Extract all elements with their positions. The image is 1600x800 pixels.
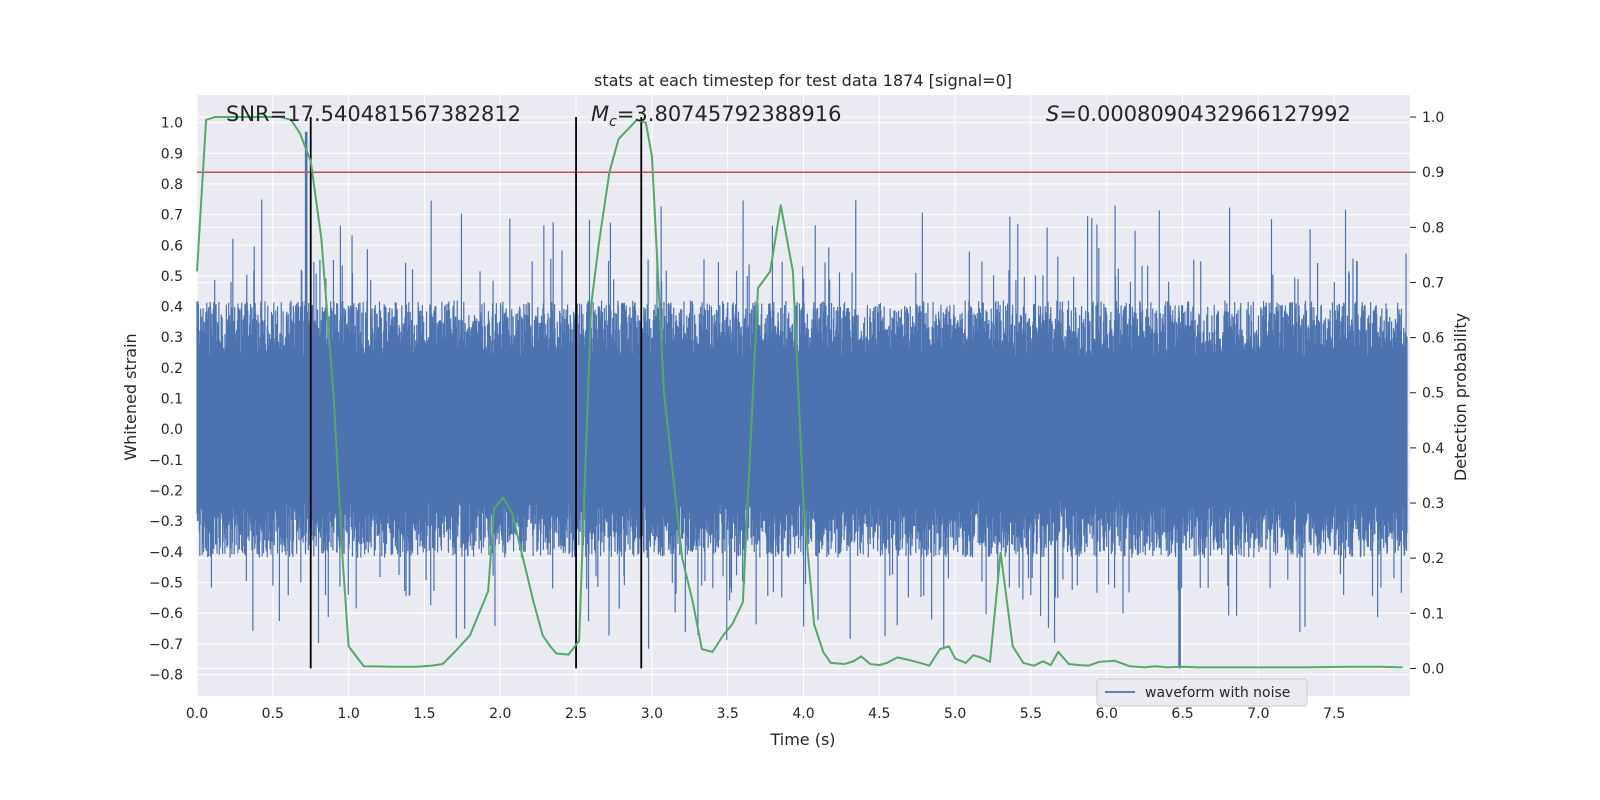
y-left-tick-label: 0.4: [161, 300, 183, 316]
x-tick-label: 2.0: [489, 706, 511, 722]
legend: waveform with noise: [1096, 678, 1308, 707]
y-left-tick-label: 0.6: [161, 238, 183, 254]
x-tick-label: 1.0: [337, 706, 359, 722]
y-axis-left-label: Whitened strain: [121, 333, 140, 460]
s-annotation: S=0.0008090432966127992: [1046, 102, 1351, 126]
y-right-tick-label: 0.2: [1422, 551, 1444, 567]
mc-annotation: Mc=3.80745792388916: [591, 102, 842, 130]
y-left-tick-label: 0.7: [161, 208, 183, 224]
y-right-tick-label: 0.6: [1422, 331, 1444, 347]
y-left-tick-label: −0.1: [149, 453, 183, 469]
y-right-tick-label: 0.3: [1422, 496, 1444, 512]
x-tick-label: 3.5: [717, 706, 739, 722]
y-left-tick-label: 0.3: [161, 330, 183, 346]
y-right-tick-label: 0.9: [1422, 165, 1444, 181]
x-tick-label: 0.0: [186, 706, 208, 722]
x-tick-label: 6.5: [1171, 706, 1193, 722]
y-right-tick-label: 0.4: [1422, 441, 1444, 457]
s-value: =0.0008090432966127992: [1059, 102, 1351, 126]
y-left-tick-label: −0.6: [149, 606, 183, 622]
y-left-tick-label: −0.5: [149, 576, 183, 592]
y-left-tick-label: −0.4: [149, 545, 183, 561]
mc-subscript: c: [609, 114, 617, 130]
x-tick-label: 7.5: [1323, 706, 1345, 722]
x-tick-label: 1.5: [413, 706, 435, 722]
x-tick-label: 0.5: [262, 706, 284, 722]
legend-box: [1096, 678, 1308, 707]
legend-label-waveform: waveform with noise: [1145, 685, 1290, 701]
axis-ticks: 0.0 0.5 1.0 1.5 2.0 2.5 3.0 3.5 4.0 4.5 5.0 5.5 6.0 6…: [149, 110, 1444, 722]
y-left-tick-label: 1.0: [161, 116, 183, 132]
x-tick-label: 7.0: [1247, 706, 1269, 722]
x-tick-label: 4.0: [792, 706, 814, 722]
x-tick-label: 6.0: [1096, 706, 1118, 722]
y-right-tick-label: 0.7: [1422, 275, 1444, 291]
y-right-tick-label: 0.0: [1422, 661, 1444, 677]
x-tick-label: 4.5: [868, 706, 890, 722]
waveform-series: [196, 131, 1408, 669]
probability-series: [196, 116, 1403, 669]
x-tick-label: 3.0: [641, 706, 663, 722]
s-symbol: S: [1046, 102, 1059, 126]
x-tick-label: 2.5: [565, 706, 587, 722]
y-right-tick-label: 0.8: [1422, 220, 1444, 236]
y-left-tick-label: −0.8: [149, 668, 183, 684]
y-left-tick-label: −0.7: [149, 637, 183, 653]
y-left-tick-label: 0.0: [161, 422, 183, 438]
x-tick-label: 5.0: [944, 706, 966, 722]
snr-annotation: SNR=17.540481567382812: [226, 102, 521, 126]
probability-line: [196, 116, 1403, 669]
y-left-tick-label: −0.3: [149, 514, 183, 530]
y-right-tick-label: 0.5: [1422, 386, 1444, 402]
y-right-tick-label: 0.1: [1422, 606, 1444, 622]
mc-value: =3.80745792388916: [617, 102, 842, 126]
y-left-tick-label: 0.5: [161, 269, 183, 285]
y-right-tick-label: 1.0: [1422, 110, 1444, 126]
y-left-tick-label: 0.8: [161, 177, 183, 193]
waveform-trace: [196, 131, 1408, 669]
chart-title: stats at each timestep for test data 187…: [594, 71, 1012, 90]
y-left-tick-label: 0.2: [161, 361, 183, 377]
x-axis-label: Time (s): [769, 730, 835, 749]
y-axis-right-label: Detection probability: [1451, 313, 1470, 481]
mc-symbol: M: [591, 102, 609, 126]
x-tick-label: 5.5: [1020, 706, 1042, 722]
y-left-tick-label: −0.2: [149, 484, 183, 500]
overlay-lines: [197, 117, 1410, 669]
y-left-tick-label: 0.9: [161, 146, 183, 162]
y-left-tick-label: 0.1: [161, 392, 183, 408]
